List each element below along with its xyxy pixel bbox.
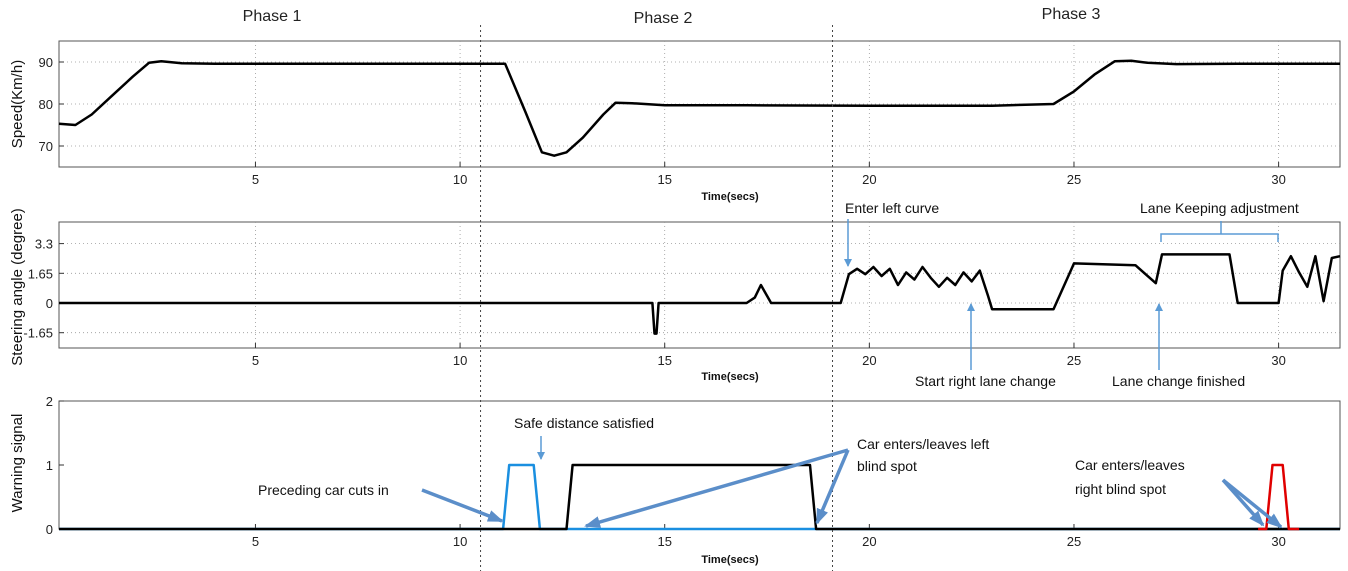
speed-y-tick-label: 70 (39, 139, 53, 154)
warning-x-tick-label: 15 (657, 534, 671, 549)
warning-x-tick-label: 30 (1271, 534, 1285, 549)
steering-x-tick-label: 15 (657, 353, 671, 368)
speed-y-label: Speed(Km/h) (9, 60, 26, 148)
warning-series-line-1 (59, 463, 1340, 531)
speed-x-tick-label: 20 (862, 172, 876, 187)
warning-panel: 5 10 15 20 25 30 0 1 2 Warning signal Time(secs) (9, 394, 1341, 566)
steering-x-tick-label: 30 (1271, 353, 1285, 368)
steering-y-tick-label: -1.65 (23, 326, 53, 341)
steering-x-tick-label: 25 (1067, 353, 1081, 368)
steering-x-tick-label: 10 (453, 353, 467, 368)
steering-x-label: Time(secs) (701, 371, 759, 383)
left-blind-spot-arrow-1 (584, 448, 849, 528)
steering-series-line-0 (59, 253, 1341, 335)
right-blind-spot-label-1: Car enters/leaves (1075, 457, 1185, 473)
warning-x-tick-label: 25 (1067, 534, 1081, 549)
left-blind-spot-label-1: Car enters/leaves left (857, 436, 989, 452)
phase-1-title: Phase 1 (243, 8, 302, 25)
right-blind-spot-arrow-2 (1221, 478, 1283, 529)
speed-x-tick-label: 30 (1271, 172, 1285, 187)
warning-annotations: Safe distance satisfied Preceding car cu… (258, 415, 1283, 529)
right-blind-spot-label-2: right blind spot (1075, 481, 1166, 497)
start-right-lane-change-label: Start right lane change (915, 373, 1056, 389)
lane-keeping-label: Lane Keeping adjustment (1140, 200, 1299, 216)
warning-y-tick-label: 2 (46, 394, 53, 409)
warning-series-line-2 (1258, 463, 1300, 531)
speed-x-tick-label: 5 (252, 172, 259, 187)
speed-x-label: Time(secs) (701, 191, 759, 203)
steering-x-tick-label: 5 (252, 353, 259, 368)
phase-2-title: Phase 2 (634, 10, 693, 27)
speed-x-tick-label: 15 (657, 172, 671, 187)
phase-dividers (480, 25, 834, 571)
warning-y-label: Warning signal (9, 414, 26, 513)
preceding-car-label: Preceding car cuts in (258, 482, 389, 498)
warning-y-tick-label: 0 (46, 522, 53, 537)
steering-annotations: Enter left curve Lane Keeping adjustment… (844, 200, 1299, 389)
preceding-car-arrow (421, 488, 504, 523)
speed-y-tick-label: 90 (39, 55, 53, 70)
steering-y-tick-label: 0 (46, 296, 53, 311)
speed-panel: 5 10 15 20 25 30 70 80 90 Speed(Km/h) (9, 40, 1341, 187)
speed-x-tick-label: 10 (453, 172, 467, 187)
lane-keeping-bracket (1160, 221, 1279, 242)
steering-plot-area (58, 221, 1341, 349)
lane-change-finished-label: Lane change finished (1112, 373, 1245, 389)
safe-distance-label: Safe distance satisfied (514, 415, 654, 431)
enter-left-curve-label: Enter left curve (845, 200, 939, 216)
warning-x-tick-label: 10 (453, 534, 467, 549)
phase-3-title: Phase 3 (1042, 6, 1101, 23)
warning-x-tick-label: 20 (862, 534, 876, 549)
left-blind-spot-label-2: blind spot (857, 458, 917, 474)
speed-y-tick-label: 80 (39, 97, 53, 112)
steering-x-tick-label: 20 (862, 353, 876, 368)
warning-x-tick-label: 5 (252, 534, 259, 549)
steering-y-tick-label: 1.65 (28, 266, 53, 281)
steering-y-tick-label: 3.3 (35, 237, 53, 252)
speed-series-line-0 (58, 59, 1340, 157)
left-blind-spot-arrow-2 (815, 449, 850, 525)
warning-y-tick-label: 1 (46, 458, 53, 473)
speed-x-tick-label: 25 (1067, 172, 1081, 187)
warning-x-label: Time(secs) (701, 554, 759, 566)
steering-panel: 5 10 15 20 25 30 -1.65 0 1.65 3.3 Steering angle … (9, 208, 1341, 383)
steering-y-label: Steering angle (degree) (9, 208, 26, 366)
